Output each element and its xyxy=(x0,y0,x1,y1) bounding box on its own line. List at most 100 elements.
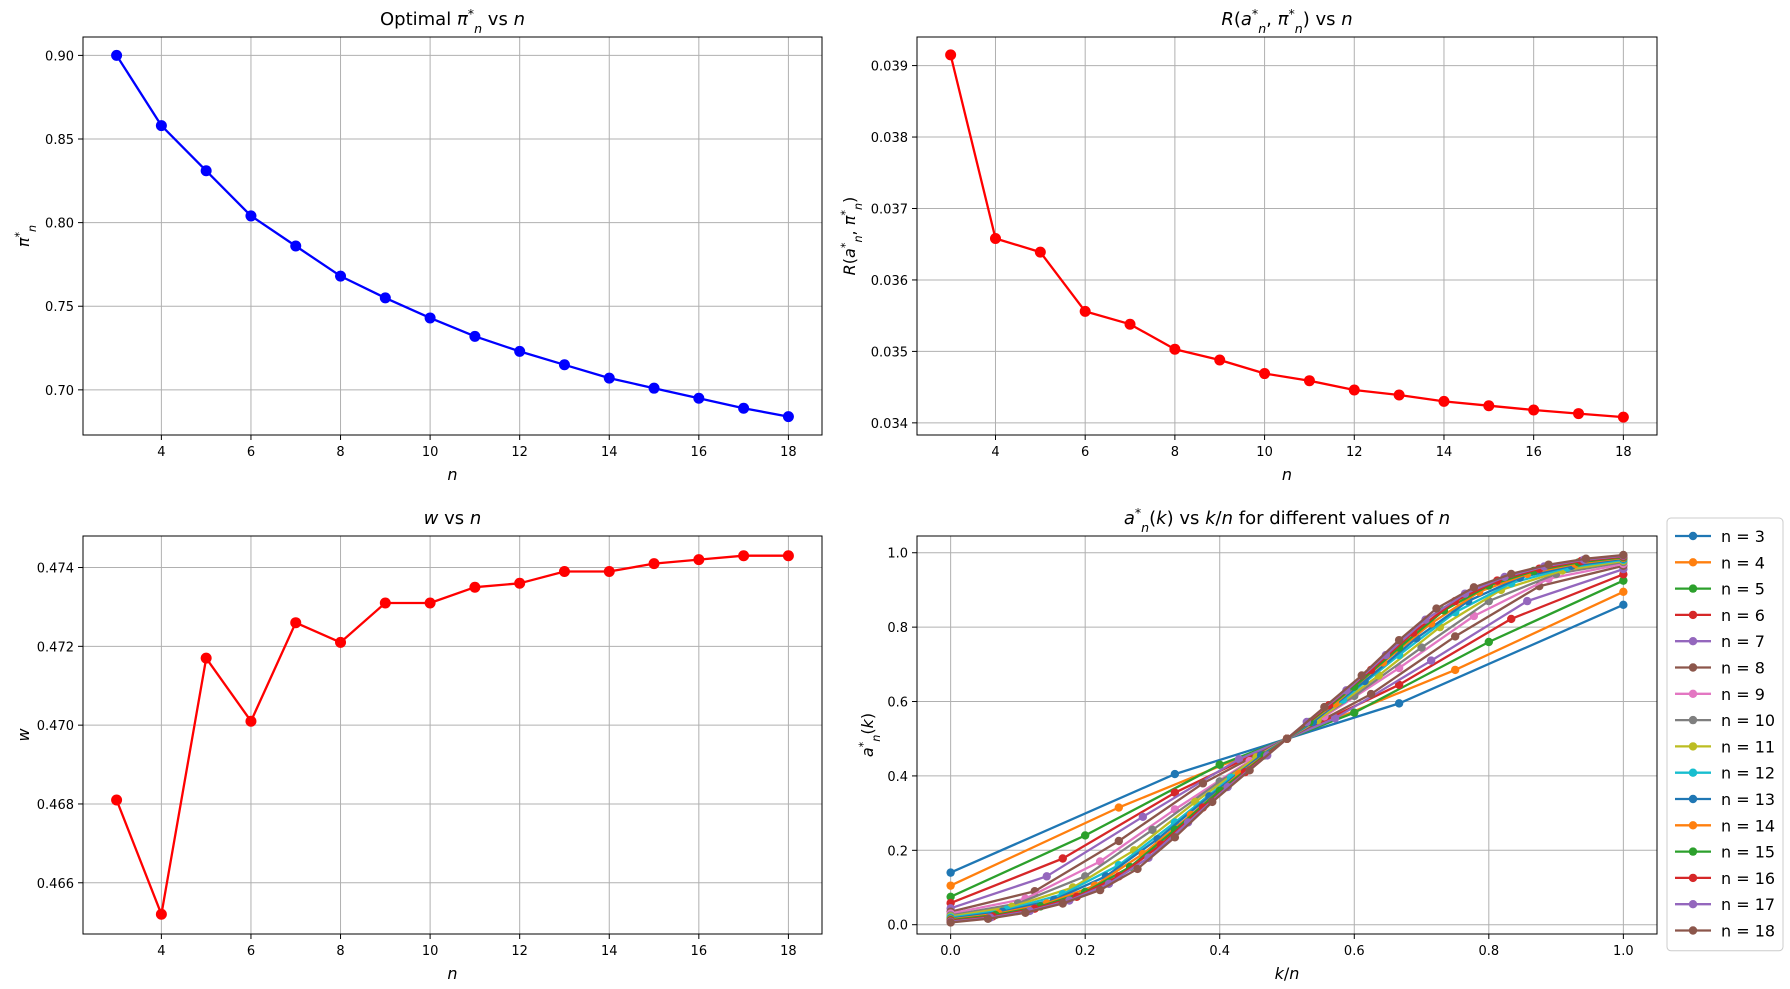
legend-item: n = 5 xyxy=(1675,580,1765,599)
data-point xyxy=(1095,885,1105,895)
data-point xyxy=(1438,395,1450,407)
legend-item: n = 6 xyxy=(1675,606,1765,625)
legend-marker xyxy=(1688,926,1698,935)
x-tick-label: 12 xyxy=(511,445,528,460)
data-point xyxy=(379,292,391,304)
legend-item: n = 13 xyxy=(1675,790,1775,809)
data-point xyxy=(290,617,302,629)
data-point xyxy=(335,270,347,282)
series-line xyxy=(115,554,789,916)
legend-item: n = 12 xyxy=(1675,764,1775,783)
data-point xyxy=(1484,637,1494,647)
data-point xyxy=(1394,680,1404,689)
data-point xyxy=(1183,818,1193,827)
legend-label: n = 7 xyxy=(1721,632,1765,651)
data-point xyxy=(738,402,750,414)
x-tick-label: 6 xyxy=(247,944,255,959)
data-point xyxy=(1320,702,1329,712)
data-point xyxy=(1282,734,1292,743)
y-tick-label: 0.4 xyxy=(887,770,908,785)
data-point xyxy=(1523,596,1532,606)
legend-item: n = 7 xyxy=(1675,632,1765,651)
y-tick-label: 0.80 xyxy=(45,217,74,232)
y-tick-label: 0.70 xyxy=(45,384,74,399)
data-point xyxy=(693,392,705,404)
y-tick-label: 0.039 xyxy=(871,60,908,75)
legend-item: n = 14 xyxy=(1675,816,1775,835)
data-point xyxy=(648,382,660,394)
data-point xyxy=(1133,864,1142,874)
data-point xyxy=(1330,714,1340,723)
x-tick-label: 4 xyxy=(157,944,165,959)
data-point xyxy=(1245,766,1254,775)
axes-frame xyxy=(916,36,1658,436)
x-tick-label: 14 xyxy=(601,445,618,460)
data-point xyxy=(290,240,302,252)
data-point xyxy=(424,597,436,609)
legend-marker xyxy=(1688,794,1698,804)
data-point xyxy=(200,165,212,177)
data-point xyxy=(1124,318,1136,330)
legend-label: n = 13 xyxy=(1721,790,1775,809)
data-point xyxy=(1366,689,1376,699)
x-tick-label: 6 xyxy=(1081,445,1089,460)
legend-item: n = 9 xyxy=(1675,685,1765,704)
chart-title: Optimal π*n vs n xyxy=(380,6,525,36)
legend-item: n = 16 xyxy=(1675,869,1775,888)
y-tick-label: 0.035 xyxy=(871,345,908,360)
data-point xyxy=(1215,760,1224,769)
x-tick-label: 12 xyxy=(511,944,528,959)
data-point xyxy=(155,120,167,132)
y-tick-label: 0.470 xyxy=(37,719,74,734)
x-tick-label: 4 xyxy=(157,445,165,460)
x-tick-label: 4 xyxy=(991,445,999,460)
x-axis-label: n xyxy=(447,465,457,484)
data-point xyxy=(245,210,257,222)
legend-marker xyxy=(1688,847,1698,856)
legend-label: n = 17 xyxy=(1721,895,1775,914)
y-tick-label: 0.85 xyxy=(45,133,74,148)
legend-marker xyxy=(1688,715,1698,725)
data-point xyxy=(469,330,481,342)
data-point xyxy=(1426,656,1436,665)
legend-item: n = 8 xyxy=(1675,659,1765,678)
x-tick-label: 0.0 xyxy=(940,944,961,959)
legend-box xyxy=(1666,517,1784,952)
legend-label: n = 8 xyxy=(1721,659,1765,678)
data-point xyxy=(1223,782,1232,792)
legend-marker xyxy=(1688,610,1698,620)
x-tick-label: 6 xyxy=(247,445,255,460)
axes-frame xyxy=(82,36,823,436)
data-point xyxy=(379,597,391,609)
data-point xyxy=(1394,635,1404,645)
data-point xyxy=(1507,614,1516,624)
legend-item: n = 3 xyxy=(1675,527,1765,546)
x-tick-label: 18 xyxy=(780,445,797,460)
data-point xyxy=(1421,615,1430,624)
y-tick-label: 0.6 xyxy=(887,696,908,711)
legend-marker xyxy=(1688,768,1698,777)
data-point xyxy=(738,550,750,562)
axes-frame xyxy=(916,535,1658,935)
legend: n = 3 n = 4 n = 5 n = 6 n = 7 n = 8 n = 9 n = 1… xyxy=(1666,517,1784,952)
data-point xyxy=(111,49,123,61)
legend-label: n = 15 xyxy=(1721,843,1775,862)
axes-frame xyxy=(82,535,823,935)
chart-title: R(a*n, π*n) vs n xyxy=(1221,6,1352,36)
data-point xyxy=(603,372,615,384)
data-point xyxy=(200,652,212,664)
y-axis-label: R(a*n, π*n) xyxy=(839,197,865,276)
x-tick-label: 0.4 xyxy=(1209,944,1230,959)
data-point xyxy=(1348,384,1360,396)
data-point xyxy=(1234,754,1244,764)
legend-label: n = 5 xyxy=(1721,580,1765,599)
data-point xyxy=(1617,411,1629,423)
legend-label: n = 14 xyxy=(1721,816,1775,835)
data-point xyxy=(1303,375,1315,387)
legend-marker xyxy=(1688,873,1698,883)
data-point xyxy=(1394,699,1404,708)
data-point xyxy=(1381,650,1391,660)
legend-label: n = 9 xyxy=(1721,685,1765,704)
data-point xyxy=(946,868,955,877)
data-point xyxy=(1619,550,1628,560)
